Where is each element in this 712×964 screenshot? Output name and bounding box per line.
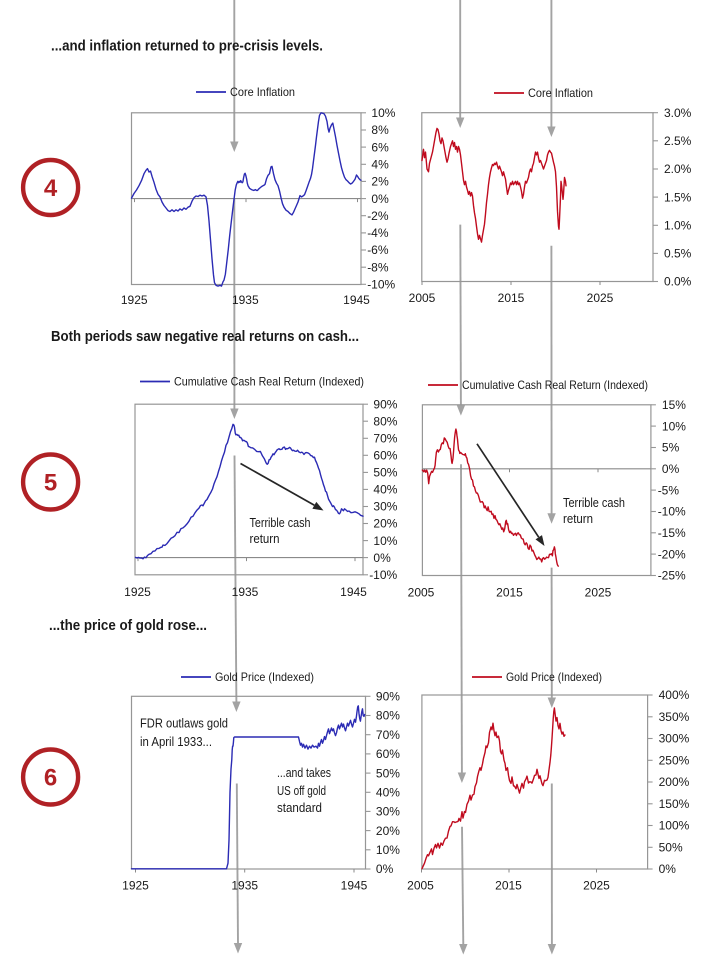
svg-text:2005: 2005: [409, 291, 436, 305]
svg-text:350%: 350%: [659, 710, 690, 724]
svg-text:60%: 60%: [376, 747, 400, 761]
svg-text:1935: 1935: [232, 293, 259, 307]
svg-text:-4%: -4%: [367, 226, 389, 240]
svg-text:1.0%: 1.0%: [664, 219, 692, 233]
svg-text:100%: 100%: [659, 819, 690, 833]
svg-text:0%: 0%: [662, 462, 680, 476]
svg-text:1945: 1945: [340, 585, 367, 599]
svg-text:6%: 6%: [371, 140, 389, 154]
svg-text:4%: 4%: [371, 158, 389, 172]
svg-text:0.5%: 0.5%: [664, 247, 692, 261]
svg-text:300%: 300%: [659, 732, 690, 746]
svg-text:...the price of gold rose...: ...the price of gold rose...: [49, 617, 207, 634]
svg-text:1925: 1925: [121, 293, 148, 307]
svg-text:return: return: [250, 531, 280, 546]
svg-text:20%: 20%: [373, 517, 397, 531]
svg-text:standard: standard: [277, 801, 322, 815]
svg-text:30%: 30%: [376, 805, 400, 819]
svg-text:Gold Price (Indexed): Gold Price (Indexed): [215, 670, 314, 684]
svg-text:70%: 70%: [373, 432, 397, 446]
svg-text:-10%: -10%: [369, 568, 397, 582]
svg-text:0%: 0%: [659, 862, 677, 876]
svg-text:5: 5: [44, 470, 57, 497]
svg-text:6: 6: [44, 765, 57, 792]
svg-text:2025: 2025: [585, 586, 612, 600]
svg-text:-15%: -15%: [658, 526, 686, 540]
svg-text:40%: 40%: [376, 786, 400, 800]
svg-text:Cumulative Cash Real Return (I: Cumulative Cash Real Return (Indexed): [462, 378, 648, 392]
svg-text:1925: 1925: [122, 879, 149, 893]
svg-text:-10%: -10%: [367, 278, 395, 292]
svg-text:0%: 0%: [373, 551, 391, 565]
svg-text:in April 1933...: in April 1933...: [140, 735, 212, 749]
svg-text:90%: 90%: [376, 690, 400, 704]
svg-text:-20%: -20%: [658, 547, 686, 561]
svg-text:Gold Price (Indexed): Gold Price (Indexed): [506, 670, 602, 684]
svg-text:2025: 2025: [587, 291, 614, 305]
svg-text:2.5%: 2.5%: [664, 134, 692, 148]
svg-text:Terrible cash: Terrible cash: [250, 515, 311, 530]
svg-text:-25%: -25%: [658, 569, 686, 583]
svg-text:return: return: [563, 511, 593, 526]
svg-text:15%: 15%: [662, 398, 686, 412]
svg-text:2005: 2005: [408, 586, 435, 600]
svg-text:200%: 200%: [659, 775, 690, 789]
svg-text:US off gold: US off gold: [277, 784, 326, 798]
svg-text:1945: 1945: [341, 879, 368, 893]
svg-text:Both periods saw negative real: Both periods saw negative real returns o…: [51, 328, 359, 345]
svg-text:2015: 2015: [495, 879, 522, 893]
svg-text:8%: 8%: [371, 123, 389, 137]
svg-text:90%: 90%: [373, 397, 397, 411]
svg-text:80%: 80%: [373, 414, 397, 428]
svg-text:-10%: -10%: [658, 505, 686, 519]
svg-text:2%: 2%: [371, 175, 389, 189]
svg-text:-2%: -2%: [367, 209, 389, 223]
svg-text:1925: 1925: [124, 585, 151, 599]
svg-text:2025: 2025: [583, 879, 610, 893]
svg-text:80%: 80%: [376, 709, 400, 723]
svg-text:Terrible cash: Terrible cash: [563, 495, 625, 510]
svg-text:50%: 50%: [376, 766, 400, 780]
svg-text:1.5%: 1.5%: [664, 190, 692, 204]
svg-text:20%: 20%: [376, 824, 400, 838]
svg-text:1945: 1945: [343, 293, 370, 307]
svg-text:0%: 0%: [376, 862, 394, 876]
svg-text:150%: 150%: [659, 797, 690, 811]
svg-text:10%: 10%: [373, 534, 397, 548]
svg-text:Cumulative Cash Real Return (I: Cumulative Cash Real Return (Indexed): [174, 375, 364, 389]
svg-text:50%: 50%: [373, 466, 397, 480]
svg-text:400%: 400%: [659, 688, 690, 702]
svg-text:50%: 50%: [659, 841, 683, 855]
svg-text:60%: 60%: [373, 449, 397, 463]
svg-text:2.0%: 2.0%: [664, 162, 692, 176]
svg-text:0%: 0%: [371, 192, 389, 206]
svg-text:10%: 10%: [662, 419, 686, 433]
svg-text:2015: 2015: [498, 291, 525, 305]
svg-text:...and inflation returned to p: ...and inflation returned to pre-crisis …: [51, 38, 323, 55]
svg-text:10%: 10%: [371, 106, 395, 120]
svg-text:-8%: -8%: [367, 260, 389, 274]
svg-text:40%: 40%: [373, 483, 397, 497]
svg-text:30%: 30%: [373, 500, 397, 514]
svg-text:FDR outlaws gold: FDR outlaws gold: [140, 717, 228, 731]
svg-text:1935: 1935: [232, 585, 259, 599]
svg-text:...and takes: ...and takes: [277, 766, 331, 780]
svg-text:2005: 2005: [407, 879, 434, 893]
svg-text:1935: 1935: [231, 879, 258, 893]
svg-text:Core Inflation: Core Inflation: [528, 86, 593, 100]
svg-text:2015: 2015: [496, 586, 523, 600]
svg-text:-5%: -5%: [658, 483, 680, 497]
svg-text:250%: 250%: [659, 754, 690, 768]
svg-text:5%: 5%: [662, 441, 680, 455]
svg-text:-6%: -6%: [367, 243, 389, 257]
svg-text:0.0%: 0.0%: [664, 275, 692, 289]
svg-text:10%: 10%: [376, 843, 400, 857]
svg-text:4: 4: [44, 175, 58, 202]
svg-text:70%: 70%: [376, 728, 400, 742]
svg-text:Core Inflation: Core Inflation: [230, 85, 295, 99]
svg-text:3.0%: 3.0%: [664, 106, 692, 120]
